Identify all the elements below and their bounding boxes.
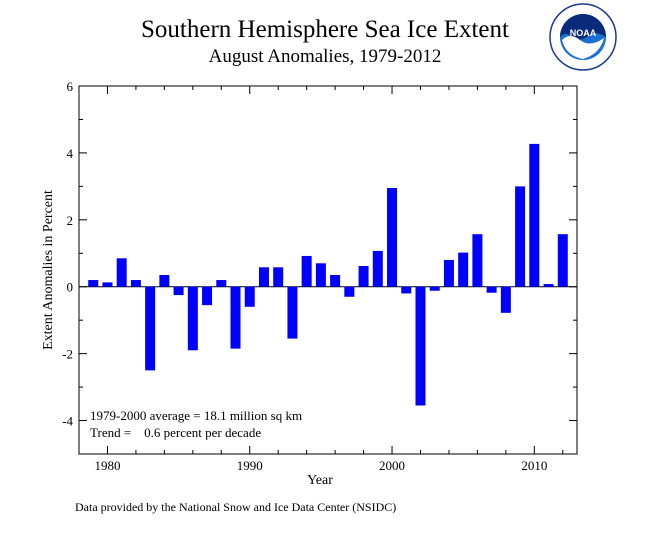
bar-1990 [244, 286, 255, 307]
trend-note: Trend = 0.6 percent per decade [90, 425, 261, 440]
bar-1982 [130, 280, 141, 287]
bar-1997 [344, 286, 355, 297]
x-tick-label: 1980 [94, 458, 120, 473]
x-tick-label: 2000 [379, 458, 405, 473]
bar-2006 [472, 234, 483, 287]
bar-1986 [187, 286, 198, 351]
bar-1991 [258, 267, 269, 287]
x-tick-label: 1990 [237, 458, 263, 473]
bar-2012 [557, 234, 568, 287]
bar-1979 [88, 280, 99, 287]
noaa-logo-text: NOAA [570, 28, 597, 38]
bar-2010 [529, 143, 540, 287]
bar-1993 [287, 286, 298, 339]
y-tick-label: 2 [67, 213, 74, 228]
bar-1984 [159, 275, 170, 287]
bar-1989 [230, 286, 241, 349]
bar-1998 [358, 265, 369, 287]
y-tick-label: 6 [67, 79, 74, 94]
y-tick-label: 4 [67, 146, 74, 161]
plot-frame [78, 85, 578, 455]
bar-1994 [301, 255, 312, 287]
bar-2007 [486, 286, 497, 293]
y-axis-label: Extent Anomalies in Percent [41, 190, 56, 350]
x-axis-label: Year [307, 473, 333, 488]
bar-2003 [429, 286, 440, 291]
bar-2001 [401, 286, 412, 294]
y-tick-label: -2 [62, 347, 73, 362]
bar-2005 [458, 252, 469, 287]
bar-2004 [443, 259, 454, 287]
bar-2009 [515, 186, 526, 287]
x-tick-label: 2010 [521, 458, 547, 473]
bar-2008 [500, 286, 511, 313]
bar-1996 [330, 275, 341, 287]
data-source-note: Data provided by the National Snow and I… [75, 500, 397, 514]
bars-group [88, 143, 568, 406]
bar-2011 [543, 284, 554, 287]
average-note: 1979-2000 average = 18.1 million sq km [90, 408, 302, 423]
bar-1983 [145, 286, 156, 371]
bar-1985 [173, 286, 184, 296]
x-ticks-group: 1980 1990 2000 2010 [94, 86, 564, 473]
bar-1995 [315, 263, 326, 287]
y-ticks-group: -4 -2 0 2 4 6 [62, 79, 577, 455]
chart-subtitle: August Anomalies, 1979-2012 [208, 46, 442, 67]
y-tick-label: 0 [67, 280, 74, 295]
bar-1980 [102, 282, 113, 287]
noaa-logo-icon: NOAA [548, 2, 618, 72]
chart-title: Southern Hemisphere Sea Ice Extent [141, 16, 509, 43]
bar-2002 [415, 286, 426, 406]
bar-1999 [372, 250, 383, 287]
bar-1988 [216, 280, 227, 287]
bar-2000 [387, 188, 398, 287]
bar-1987 [202, 286, 213, 306]
y-tick-label: -4 [62, 414, 73, 429]
bar-1981 [116, 258, 127, 287]
bar-1992 [273, 267, 284, 287]
